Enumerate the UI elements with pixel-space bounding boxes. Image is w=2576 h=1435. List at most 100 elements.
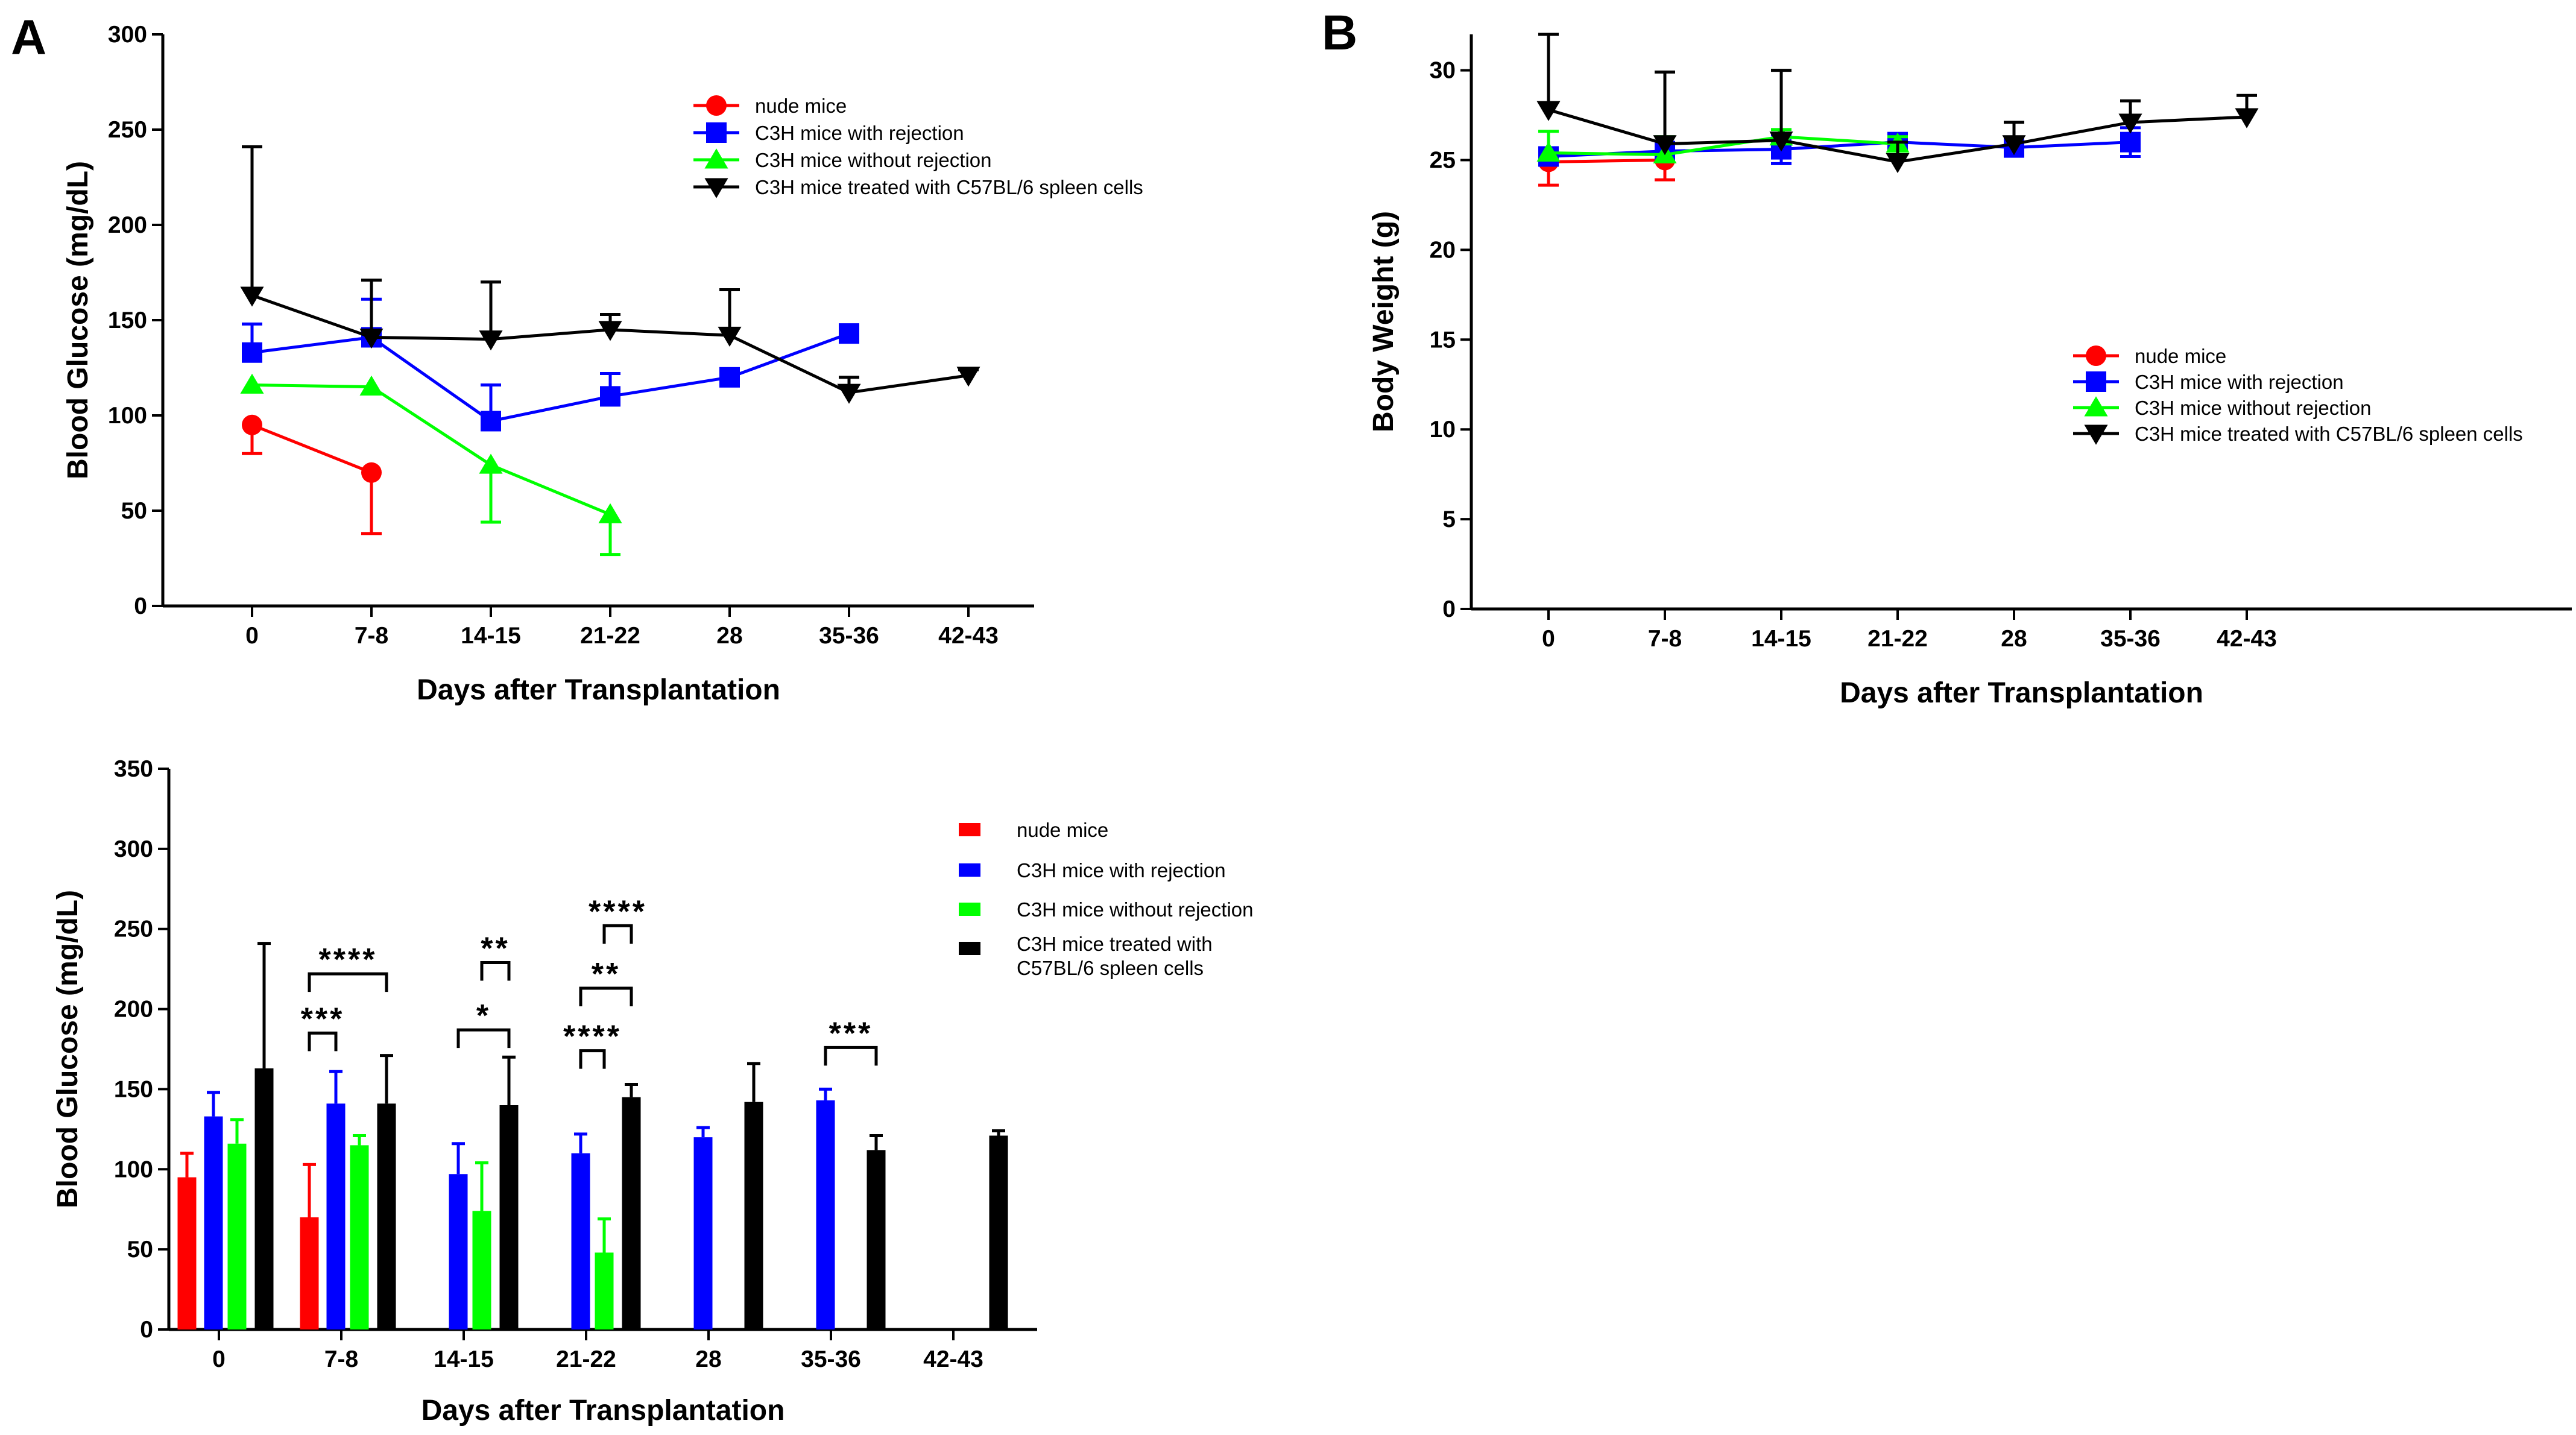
y-tick-label: 50 — [121, 498, 147, 524]
series-nude-mice — [242, 414, 382, 535]
series-line — [251, 332, 850, 423]
x-tick-label: 7-8 — [1648, 626, 1682, 652]
data-point-c3h-mice-without-rejection — [1536, 141, 1561, 162]
legend-label-c3h-mice-without-rejection: C3H mice without rejection — [2135, 397, 2372, 419]
bar-c3h-mice-without-rejection — [472, 1211, 491, 1329]
data-point-c3h-mice-treated-with-c57bl-6-spleen-cells — [479, 330, 503, 351]
data-point-c3h-mice-treated-with-c57bl-6-spleen-cells — [1536, 101, 1561, 121]
x-tick-label: 21-22 — [556, 1346, 616, 1372]
data-point-c3h-mice-with-rejection — [839, 323, 859, 344]
significance-bracket — [579, 986, 633, 1007]
legend-label-nude-mice: nude mice — [755, 95, 847, 117]
data-point-c3h-mice-treated-with-c57bl-6-spleen-cells — [2118, 113, 2142, 134]
legend-marker-c3h-mice-without-rejection — [704, 148, 728, 169]
x-tick-label: 21-22 — [580, 623, 640, 649]
legend-marker-c3h-mice-with-rejection — [706, 122, 727, 143]
x-axis-title: Days after Transplantation — [417, 674, 780, 706]
significance-stars: **** — [589, 894, 647, 929]
y-tick-label: 350 — [114, 756, 153, 782]
significance-bracket — [480, 961, 511, 981]
y-tick-label: 5 — [1442, 506, 1456, 532]
significance-stars: * — [476, 998, 491, 1033]
data-point-c3h-mice-treated-with-c57bl-6-spleen-cells — [598, 321, 622, 341]
y-tick-label: 10 — [1430, 417, 1456, 443]
y-tick-label: 50 — [127, 1237, 153, 1263]
y-tick-label: 20 — [1430, 237, 1456, 263]
series-line — [1548, 158, 1665, 163]
bar-c3h-mice-treated-with-c57bl-6-spleen-cells — [622, 1097, 641, 1329]
data-point-c3h-mice-treated-with-c57bl-6-spleen-cells — [240, 286, 264, 307]
legend-label-c3h-mice-treated-with-c57bl-6-spleen-cells: C3H mice treated with C57BL/6 spleen cel… — [755, 176, 1143, 198]
data-point-c3h-mice-treated-with-c57bl-6-spleen-cells — [1886, 153, 1910, 174]
y-tick-label: 100 — [108, 403, 147, 429]
x-tick-label: 35-36 — [801, 1346, 861, 1372]
y-tick-label: 0 — [134, 593, 147, 619]
data-point-nude-mice — [242, 414, 262, 435]
significance-stars: ** — [481, 932, 510, 967]
series-line — [1548, 135, 1898, 157]
series-c3h-mice-treated-with-c57bl-6-spleen-cells — [1536, 33, 2259, 174]
legend-label-c3h-mice-with-rejection: C3H mice with rejection — [755, 122, 964, 144]
x-tick-label: 14-15 — [434, 1346, 494, 1372]
x-tick-label: 21-22 — [1867, 626, 1928, 652]
legend-swatch-c3h-mice-treated-with-c57bl-6-spleen-cells — [959, 942, 980, 955]
x-tick-label: 0 — [212, 1346, 226, 1372]
y-tick-label: 250 — [108, 117, 147, 143]
x-tick-label: 42-43 — [938, 623, 999, 649]
bar-c3h-mice-with-rejection — [204, 1116, 223, 1329]
data-point-nude-mice — [361, 462, 382, 483]
y-tick-label: 200 — [114, 997, 153, 1023]
significance-stars: ** — [592, 957, 620, 992]
bar-c3h-mice-treated-with-c57bl-6-spleen-cells — [744, 1102, 763, 1329]
y-tick-label: 0 — [140, 1317, 153, 1343]
significance-stars: *** — [829, 1016, 873, 1051]
bar-c3h-mice-without-rejection — [350, 1145, 369, 1329]
bar-legend-label: C57BL/6 spleen cells — [1017, 957, 1204, 979]
legend-label-nude-mice: nude mice — [2135, 345, 2226, 367]
data-point-c3h-mice-with-rejection — [481, 411, 501, 432]
bar-legend-label: C3H mice treated with — [1017, 933, 1213, 955]
series-c3h-mice-treated-with-c57bl-6-spleen-cells — [240, 145, 980, 404]
x-tick-label: 35-36 — [819, 623, 879, 649]
y-tick-label: 200 — [108, 212, 147, 238]
bar-legend-label: C3H mice with rejection — [1017, 859, 1226, 882]
legend-swatch-c3h-mice-without-rejection — [959, 903, 980, 916]
bar-c3h-mice-without-rejection — [227, 1143, 247, 1329]
bar-c3h-mice-treated-with-c57bl-6-spleen-cells — [254, 1068, 274, 1329]
significance-bracket — [824, 1046, 878, 1066]
data-point-c3h-mice-treated-with-c57bl-6-spleen-cells — [2235, 108, 2259, 128]
data-point-c3h-mice-without-rejection — [598, 503, 622, 523]
bar-c3h-mice-treated-with-c57bl-6-spleen-cells — [377, 1103, 396, 1329]
y-tick-label: 300 — [108, 22, 147, 48]
y-axis-title: Blood Glucose (mg/dL) — [52, 890, 84, 1208]
bar-series-nude-mice — [177, 1152, 319, 1329]
legend-label-c3h-mice-treated-with-c57bl-6-spleen-cells: C3H mice treated with C57BL/6 spleen cel… — [2135, 423, 2523, 445]
x-tick-label: 28 — [716, 623, 742, 649]
significance-stars: **** — [563, 1020, 622, 1055]
data-point-c3h-mice-with-rejection — [600, 386, 620, 407]
x-axis-title: Days after Transplantation — [421, 1395, 785, 1427]
legend-marker-nude-mice — [706, 95, 727, 116]
legend: nude mice C3H mice with rejection C3H mice… — [693, 95, 1143, 198]
series-line — [251, 383, 611, 516]
bar-c3h-mice-with-rejection — [693, 1137, 713, 1329]
bar-c3h-mice-treated-with-c57bl-6-spleen-cells — [867, 1150, 886, 1329]
bar-series-c3h-mice-treated-with-c57bl-6-spleen-cells — [254, 942, 1008, 1329]
data-point-c3h-mice-treated-with-c57bl-6-spleen-cells — [718, 326, 742, 347]
significance-bracket — [579, 1049, 606, 1069]
x-tick-label: 28 — [2001, 626, 2027, 652]
data-point-c3h-mice-treated-with-c57bl-6-spleen-cells — [837, 383, 861, 404]
legend-marker-c3h-mice-without-rejection — [2084, 396, 2108, 417]
x-tick-label: 7-8 — [355, 623, 388, 649]
bar-nude-mice — [177, 1177, 197, 1329]
y-tick-label: 250 — [114, 916, 153, 942]
legend-label-c3h-mice-without-rejection: C3H mice without rejection — [755, 149, 992, 171]
y-tick-label: 30 — [1430, 58, 1456, 84]
x-tick-label: 14-15 — [1751, 626, 1811, 652]
x-tick-label: 0 — [1542, 626, 1555, 652]
series-c3h-mice-without-rejection — [240, 373, 622, 557]
panel-b-body-weight-line-chart: 0 5 10 15 20 25 30 0 7-8 14-15 21-22 28 35-36 42-43 Da… — [1368, 33, 2572, 709]
x-tick-label: 42-43 — [923, 1346, 983, 1372]
bar-series-c3h-mice-without-rejection — [227, 1118, 614, 1329]
bar-legend-label: nude mice — [1017, 819, 1108, 841]
